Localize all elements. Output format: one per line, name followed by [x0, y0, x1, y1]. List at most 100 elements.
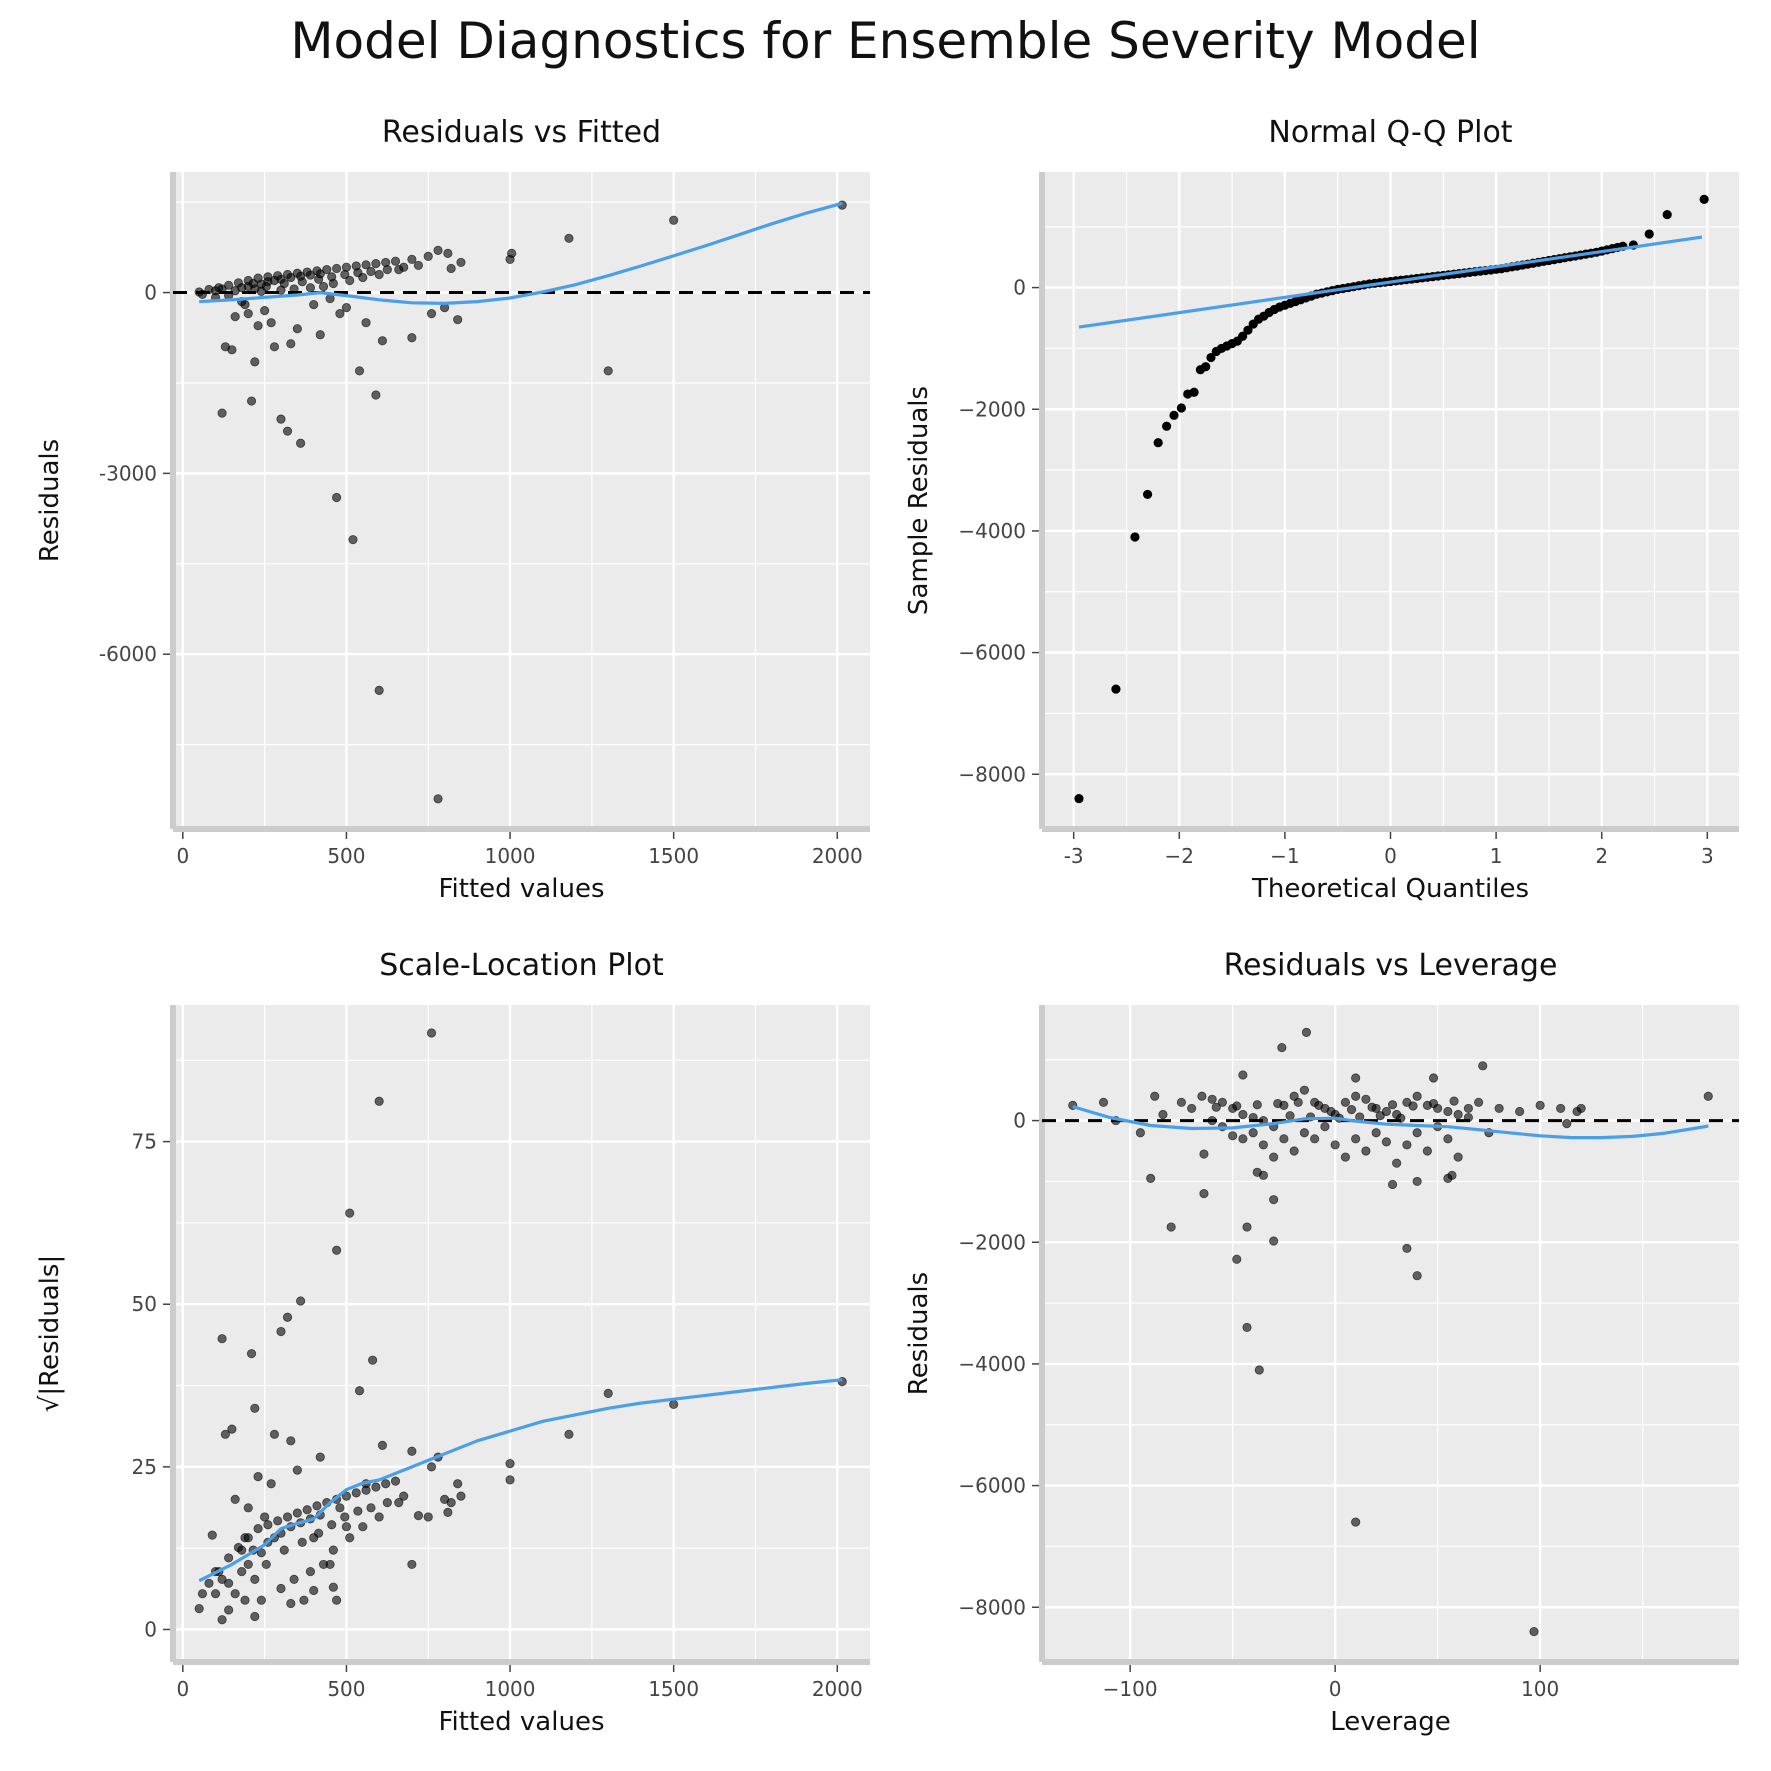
data-point — [1703, 1091, 1713, 1101]
data-point — [194, 287, 204, 297]
data-point — [305, 270, 316, 280]
data-point — [217, 408, 227, 418]
data-point — [371, 259, 381, 269]
data-point — [332, 1595, 342, 1605]
data-point — [237, 1566, 247, 1577]
data-point — [220, 342, 230, 352]
data-point — [1412, 1091, 1422, 1101]
data-point — [1478, 1061, 1488, 1071]
data-point — [269, 1429, 280, 1439]
data-point — [374, 1512, 384, 1522]
data-point — [453, 315, 463, 325]
data-point — [335, 309, 345, 319]
data-point — [456, 1491, 466, 1501]
x-tick-label: 3 — [1701, 844, 1714, 868]
data-point — [246, 396, 257, 406]
data-point — [292, 1465, 302, 1475]
data-point — [204, 1578, 214, 1588]
data-point — [1238, 1109, 1248, 1120]
data-point — [1135, 1128, 1146, 1138]
data-point — [299, 1595, 309, 1605]
x-tick-label: 1500 — [648, 1677, 699, 1701]
data-point — [390, 256, 401, 266]
data-point — [433, 245, 443, 255]
data-point — [1314, 1100, 1324, 1110]
data-point — [207, 1530, 217, 1540]
data-point — [1474, 1097, 1484, 1107]
data-point — [1699, 194, 1709, 204]
data-point — [230, 1494, 240, 1504]
y-tick-label: −6000 — [958, 641, 1026, 665]
data-point — [669, 1399, 679, 1410]
data-point — [1238, 331, 1248, 341]
data-point — [353, 1506, 363, 1516]
y-tick-label: −4000 — [958, 519, 1026, 543]
data-point — [340, 269, 350, 280]
data-point — [1428, 1073, 1439, 1083]
data-point — [243, 309, 253, 319]
data-point — [377, 1440, 388, 1450]
data-point — [1199, 1149, 1209, 1159]
data-point — [1299, 1085, 1310, 1095]
data-point — [273, 1516, 283, 1526]
data-point — [328, 1545, 338, 1555]
data-point — [1098, 1097, 1109, 1107]
data-point — [1535, 1100, 1545, 1110]
data-point — [1176, 1097, 1187, 1107]
data-point — [217, 1615, 227, 1625]
data-point — [399, 1491, 409, 1501]
figure-title: Model Diagnostics for Ensemble Severity … — [290, 12, 1481, 70]
data-point — [279, 1545, 289, 1555]
panel-resid-leverage: −100 0 100 0 −2000 −4000 −6000 −8000 Residuals v… — [904, 948, 1739, 1737]
data-point — [276, 1326, 286, 1337]
panel-title: Residuals vs Fitted — [382, 115, 661, 150]
data-point — [302, 1505, 312, 1515]
data-point — [443, 1507, 453, 1517]
data-point — [315, 269, 325, 279]
data-point — [1453, 1109, 1463, 1120]
data-point — [322, 265, 332, 275]
panel-qq: -3 −2 −1 0 1 2 3 0 −2000 −4000 −6000 −8000 Normal Q-… — [904, 115, 1739, 904]
data-point — [1232, 1254, 1242, 1264]
data-point — [266, 318, 276, 328]
data-point — [505, 1458, 515, 1469]
data-point — [1258, 1170, 1269, 1180]
data-point — [327, 1520, 337, 1530]
data-point — [1428, 1098, 1439, 1109]
x-tick-label: 0 — [1329, 1677, 1342, 1701]
y-tick-label: 50 — [132, 1292, 157, 1316]
data-point — [1396, 1113, 1406, 1123]
y-tick-label: −4000 — [958, 1352, 1026, 1376]
x-tick-label: 500 — [327, 844, 365, 868]
data-point — [266, 1479, 276, 1489]
y-tick-label: −6000 — [958, 1474, 1026, 1498]
data-point — [217, 1334, 227, 1344]
data-point — [315, 1452, 325, 1462]
data-point — [256, 1595, 266, 1605]
data-point — [230, 312, 240, 322]
data-point — [394, 1498, 404, 1508]
x-tick-label: 1 — [1490, 844, 1503, 868]
data-point — [381, 1479, 391, 1489]
data-point — [250, 357, 260, 367]
data-point — [1408, 1101, 1418, 1111]
data-point — [1320, 1122, 1330, 1132]
x-tick-label: 1000 — [485, 1677, 536, 1701]
data-point — [603, 1388, 613, 1398]
data-point — [407, 1446, 417, 1456]
data-point — [1254, 1365, 1264, 1375]
data-point — [353, 268, 363, 278]
data-point — [1207, 1094, 1217, 1104]
data-point — [443, 248, 453, 258]
y-axis-title: Residuals — [35, 439, 65, 562]
data-point — [1392, 1158, 1402, 1168]
data-point — [250, 284, 260, 294]
x-tick-label: 0 — [176, 1677, 189, 1701]
data-point — [1412, 1176, 1422, 1187]
data-point — [289, 1574, 299, 1584]
data-point — [297, 1537, 307, 1547]
data-point — [1351, 1134, 1361, 1144]
x-tick-label: 2 — [1595, 844, 1608, 868]
data-point — [1206, 352, 1216, 363]
data-point — [230, 1589, 240, 1599]
